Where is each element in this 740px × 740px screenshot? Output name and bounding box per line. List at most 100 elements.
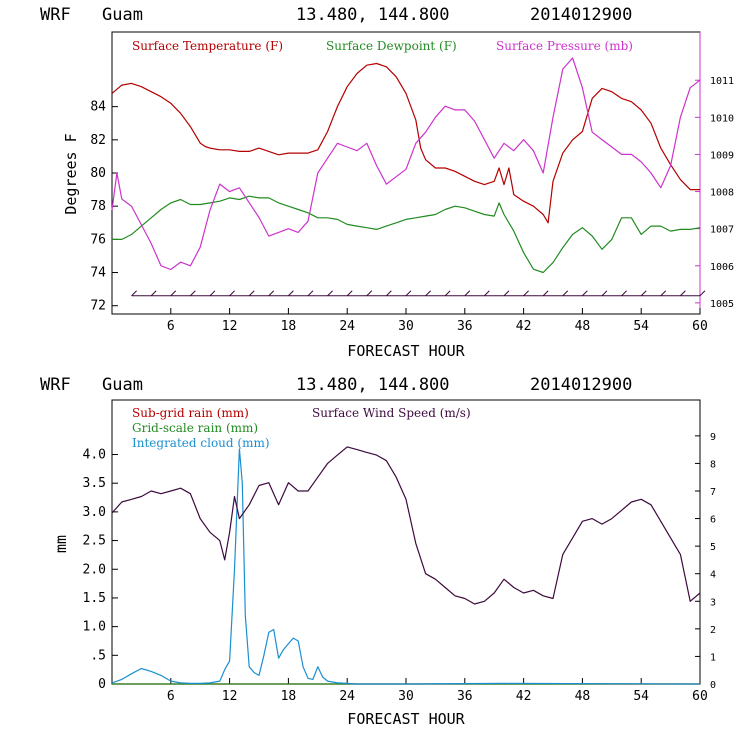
bottom-header-coords: 13.480, 144.800 (296, 375, 450, 395)
wind-barb (699, 290, 706, 297)
wind-barb (444, 290, 451, 297)
y-tick-label: 0 (98, 677, 106, 692)
legend-surface-wind-speed: Surface Wind Speed (m/s) (312, 406, 471, 420)
y-tick-label: 82 (90, 133, 106, 148)
y-tick-label: 1.5 (83, 591, 106, 606)
wind-barb (229, 290, 235, 297)
y2-tick-label: 1006 (710, 262, 734, 273)
wind-barb (425, 290, 431, 297)
y-tick-label: 80 (90, 166, 106, 181)
wind-barb (621, 290, 627, 297)
wind-barb (190, 290, 196, 297)
x-tick-label: 6 (167, 319, 175, 334)
wind-barb (503, 290, 510, 297)
top-header-date: 2014012900 (530, 5, 632, 25)
bottom-xlabel: FORECAST HOUR (347, 710, 465, 728)
y-tick-label: 2.0 (83, 562, 106, 577)
x-tick-label: 42 (516, 689, 532, 704)
wind-barb (582, 290, 588, 297)
wind-barb (640, 290, 647, 297)
bottom-x-ticks: 6 12 18 24 30 36 42 48 54 60 (167, 678, 708, 704)
wind-barb (150, 290, 157, 297)
top-series-lines (111, 57, 701, 274)
bottom-y-ticks: 0 .5 1.0 1.5 2.0 2.5 3.0 3.5 4.0 (83, 448, 118, 692)
y2-tick-label: 0 (710, 680, 716, 691)
y-tick-label: 76 (90, 232, 106, 247)
bottom-header-location: Guam (102, 375, 143, 395)
wind-barb (464, 290, 471, 297)
wind-barb (268, 290, 275, 297)
legend-integrated-cloud: Integrated cloud (mm) (132, 436, 270, 450)
y2-tick-label: 6 (710, 515, 716, 526)
y2-tick-label: 5 (710, 542, 716, 553)
bottom-header-date: 2014012900 (530, 375, 632, 395)
wind-barb (680, 290, 686, 297)
wind-barb (131, 290, 137, 297)
y2-tick-label: 2 (710, 625, 716, 636)
y2-tick-label: 4 (710, 570, 716, 581)
y2-tick-label: 1007 (710, 225, 734, 236)
top-x-ticks: 6 12 18 24 30 36 42 48 54 60 (167, 308, 708, 334)
y2-tick-label: 9 (710, 432, 716, 443)
y-tick-label: 3.0 (83, 505, 106, 520)
x-tick-label: 18 (281, 319, 297, 334)
series-line-surface-pressure (111, 57, 701, 271)
y-tick-label: .5 (90, 648, 106, 663)
legend-surface-temperature: Surface Temperature (F) (132, 39, 283, 53)
wind-barb (366, 290, 373, 297)
x-tick-label: 54 (633, 689, 649, 704)
x-tick-label: 60 (692, 319, 708, 334)
x-tick-label: 12 (222, 319, 238, 334)
top-header-location: Guam (102, 5, 143, 25)
wind-barb (170, 290, 177, 297)
x-tick-label: 24 (339, 689, 355, 704)
wind-barb (405, 290, 412, 297)
series-line-surface-temperature (111, 62, 700, 224)
y2-tick-label: 1005 (710, 299, 734, 310)
bottom-ylabel: mm (52, 535, 70, 553)
legend-surface-pressure: Surface Pressure (mb) (496, 39, 633, 53)
wind-barb (523, 290, 529, 297)
y-tick-label: 3.5 (83, 476, 106, 491)
y-tick-label: 78 (90, 199, 106, 214)
y-tick-label: 1.0 (83, 620, 106, 635)
wind-barbs (131, 290, 706, 297)
y2-tick-label: 1 (710, 652, 716, 663)
y-tick-label: 4.0 (83, 448, 106, 463)
x-tick-label: 30 (398, 689, 414, 704)
top-panel: WRF Guam 13.480, 144.800 2014012900 Surf… (40, 5, 734, 360)
y2-tick-label: 3 (710, 597, 716, 608)
wind-barb (660, 290, 667, 297)
x-tick-label: 30 (398, 319, 414, 334)
x-tick-label: 60 (692, 689, 708, 704)
top-y-ticks: 72 74 76 78 80 82 84 (90, 100, 118, 314)
wind-barb (209, 290, 216, 297)
legend-subgrid-rain: Sub-grid rain (mm) (132, 406, 249, 420)
bottom-panel: WRF Guam 13.480, 144.800 2014012900 Sub-… (40, 375, 716, 728)
wind-barb (248, 290, 255, 297)
y-tick-label: 74 (90, 266, 106, 281)
y-tick-label: 84 (90, 100, 106, 115)
y-tick-label: 72 (90, 299, 106, 314)
top-header-model: WRF (40, 5, 71, 25)
bottom-header-model: WRF (40, 375, 71, 395)
x-tick-label: 48 (575, 319, 591, 334)
wind-barb (601, 290, 608, 297)
x-tick-label: 36 (457, 689, 473, 704)
top-plot-frame (111, 31, 701, 315)
legend-gridscale-rain: Grid-scale rain (mm) (132, 421, 258, 435)
top-ylabel: Degrees F (62, 133, 80, 214)
y2-tick-label: 7 (710, 487, 716, 498)
wind-barb (346, 290, 353, 297)
series-line-surface-wind-speed (111, 446, 701, 605)
series-line-integrated-cloud (111, 448, 701, 685)
bottom-y2-ticks: 0 1 2 3 4 5 6 7 8 9 (695, 432, 716, 691)
x-tick-label: 18 (281, 689, 297, 704)
wind-barb (327, 290, 333, 297)
y2-tick-label: 1008 (710, 188, 734, 199)
x-tick-label: 42 (516, 319, 532, 334)
top-header-coords: 13.480, 144.800 (296, 5, 450, 25)
y2-tick-label: 8 (710, 459, 716, 470)
